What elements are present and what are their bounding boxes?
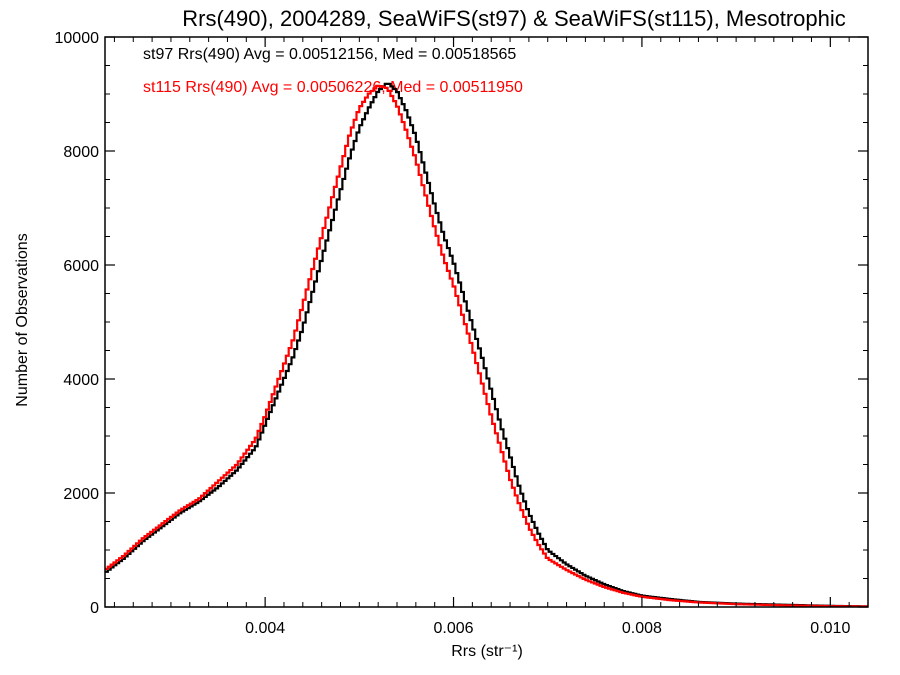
x-tick-label: 0.010 <box>810 620 850 637</box>
legend-entry-st115: st115 Rrs(490) Avg = 0.00506226, Med = 0… <box>143 79 523 96</box>
y-tick-label: 4000 <box>63 372 99 389</box>
series-st97-line <box>105 82 868 608</box>
axes-layer: 0.004 0.006 0.008 0.010 0 2000 4000 6000 8000 100… <box>55 30 869 637</box>
x-tick-label: 0.008 <box>622 620 662 637</box>
y-tick-label: 0 <box>90 600 99 617</box>
legend-entry-st97: st97 Rrs(490) Avg = 0.00512156, Med = 0.… <box>143 46 516 63</box>
y-axis-label: Number of Observations <box>14 233 31 406</box>
x-tick-label: 0.004 <box>245 620 285 637</box>
plot-frame <box>104 36 869 608</box>
series-st115-line <box>105 84 868 608</box>
y-tick-label: 2000 <box>63 486 99 503</box>
y-tick-label: 6000 <box>63 258 99 275</box>
series-layer <box>105 82 868 608</box>
y-tick-label: 10000 <box>55 30 100 47</box>
x-axis-label: Rrs (str⁻¹) <box>451 643 523 660</box>
chart-title: Rrs(490), 2004289, SeaWiFS(st97) & SeaWi… <box>182 6 846 31</box>
x-tick-label: 0.006 <box>434 620 474 637</box>
y-tick-label: 8000 <box>63 144 99 161</box>
